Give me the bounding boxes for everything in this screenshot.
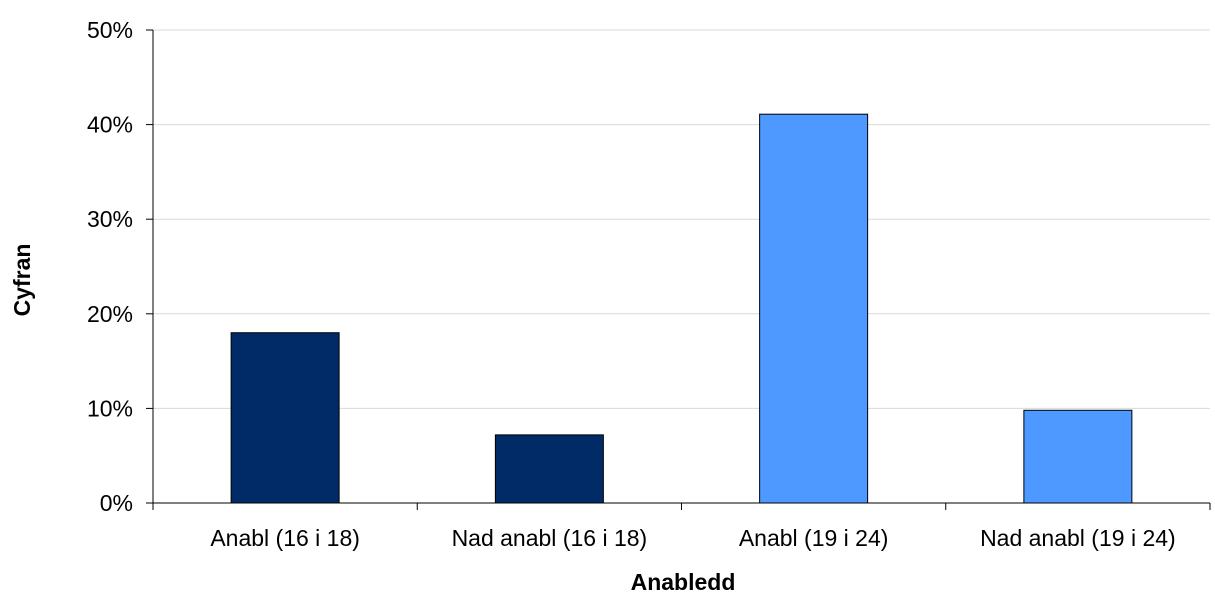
y-tick-label: 20% bbox=[87, 301, 133, 327]
y-axis-title: Cyfran bbox=[9, 244, 35, 317]
bar bbox=[495, 435, 603, 503]
y-tick-label: 10% bbox=[87, 395, 133, 421]
y-tick-label: 50% bbox=[87, 17, 133, 43]
x-tick-label: Nad anabl (19 i 24) bbox=[980, 525, 1176, 551]
x-tick-labels: Anabl (16 i 18) Nad anabl (16 i 18) Anabl … bbox=[210, 525, 1175, 551]
x-tick-label: Anabl (19 i 24) bbox=[739, 525, 889, 551]
y-tick-label: 30% bbox=[87, 206, 133, 232]
bars bbox=[231, 114, 1132, 503]
bar bbox=[760, 114, 868, 503]
bar bbox=[231, 333, 339, 503]
x-axis-title: Anabledd bbox=[631, 569, 736, 595]
bar bbox=[1024, 410, 1132, 503]
y-tick-label: 40% bbox=[87, 112, 133, 138]
x-tick-label: Anabl (16 i 18) bbox=[210, 525, 360, 551]
y-tick-labels: 0% 10% 20% 30% 40% 50% bbox=[87, 17, 133, 516]
y-tick-label: 0% bbox=[100, 490, 133, 516]
x-tick-label: Nad anabl (16 i 18) bbox=[452, 525, 648, 551]
